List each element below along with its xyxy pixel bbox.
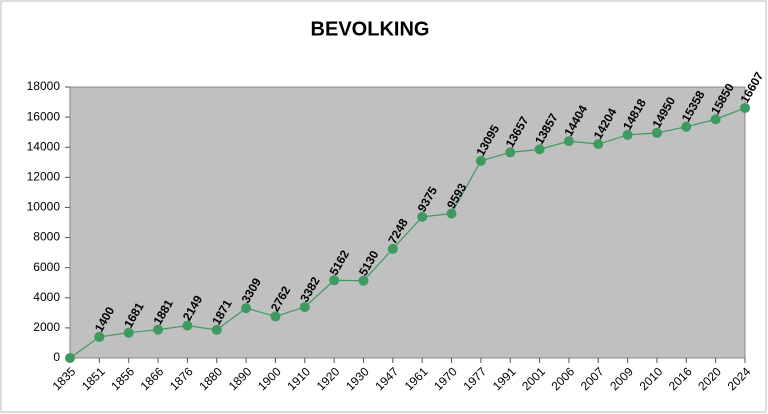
y-tick-label: 0 (53, 350, 60, 364)
point (417, 211, 428, 222)
point (387, 243, 398, 254)
point (123, 327, 134, 338)
point (475, 155, 486, 166)
point (681, 121, 692, 132)
point (358, 275, 369, 286)
point (446, 208, 457, 219)
y-tick-label: 14000 (27, 139, 61, 153)
point (710, 114, 721, 125)
point (534, 144, 545, 155)
point (329, 275, 340, 286)
chart-title: BEVOLKING (311, 18, 430, 40)
point (622, 129, 633, 140)
point (593, 139, 604, 150)
point (299, 302, 310, 313)
point (563, 136, 574, 147)
y-tick-label: 12000 (27, 170, 61, 184)
y-tick-label: 16000 (27, 109, 61, 123)
point (505, 147, 516, 158)
point (211, 324, 222, 335)
y-tick-label: 18000 (27, 79, 61, 93)
plot-area (69, 86, 746, 359)
point (651, 127, 662, 138)
point (241, 303, 252, 314)
point (65, 353, 75, 363)
y-tick-label: 10000 (27, 200, 61, 214)
y-tick-label: 8000 (33, 230, 60, 244)
point (270, 311, 281, 322)
point (94, 331, 105, 342)
point (182, 320, 193, 331)
y-tick-label: 6000 (33, 260, 60, 274)
y-tick-label: 4000 (33, 290, 60, 304)
point (740, 102, 750, 113)
point (153, 324, 164, 335)
y-tick-label: 2000 (33, 320, 60, 334)
